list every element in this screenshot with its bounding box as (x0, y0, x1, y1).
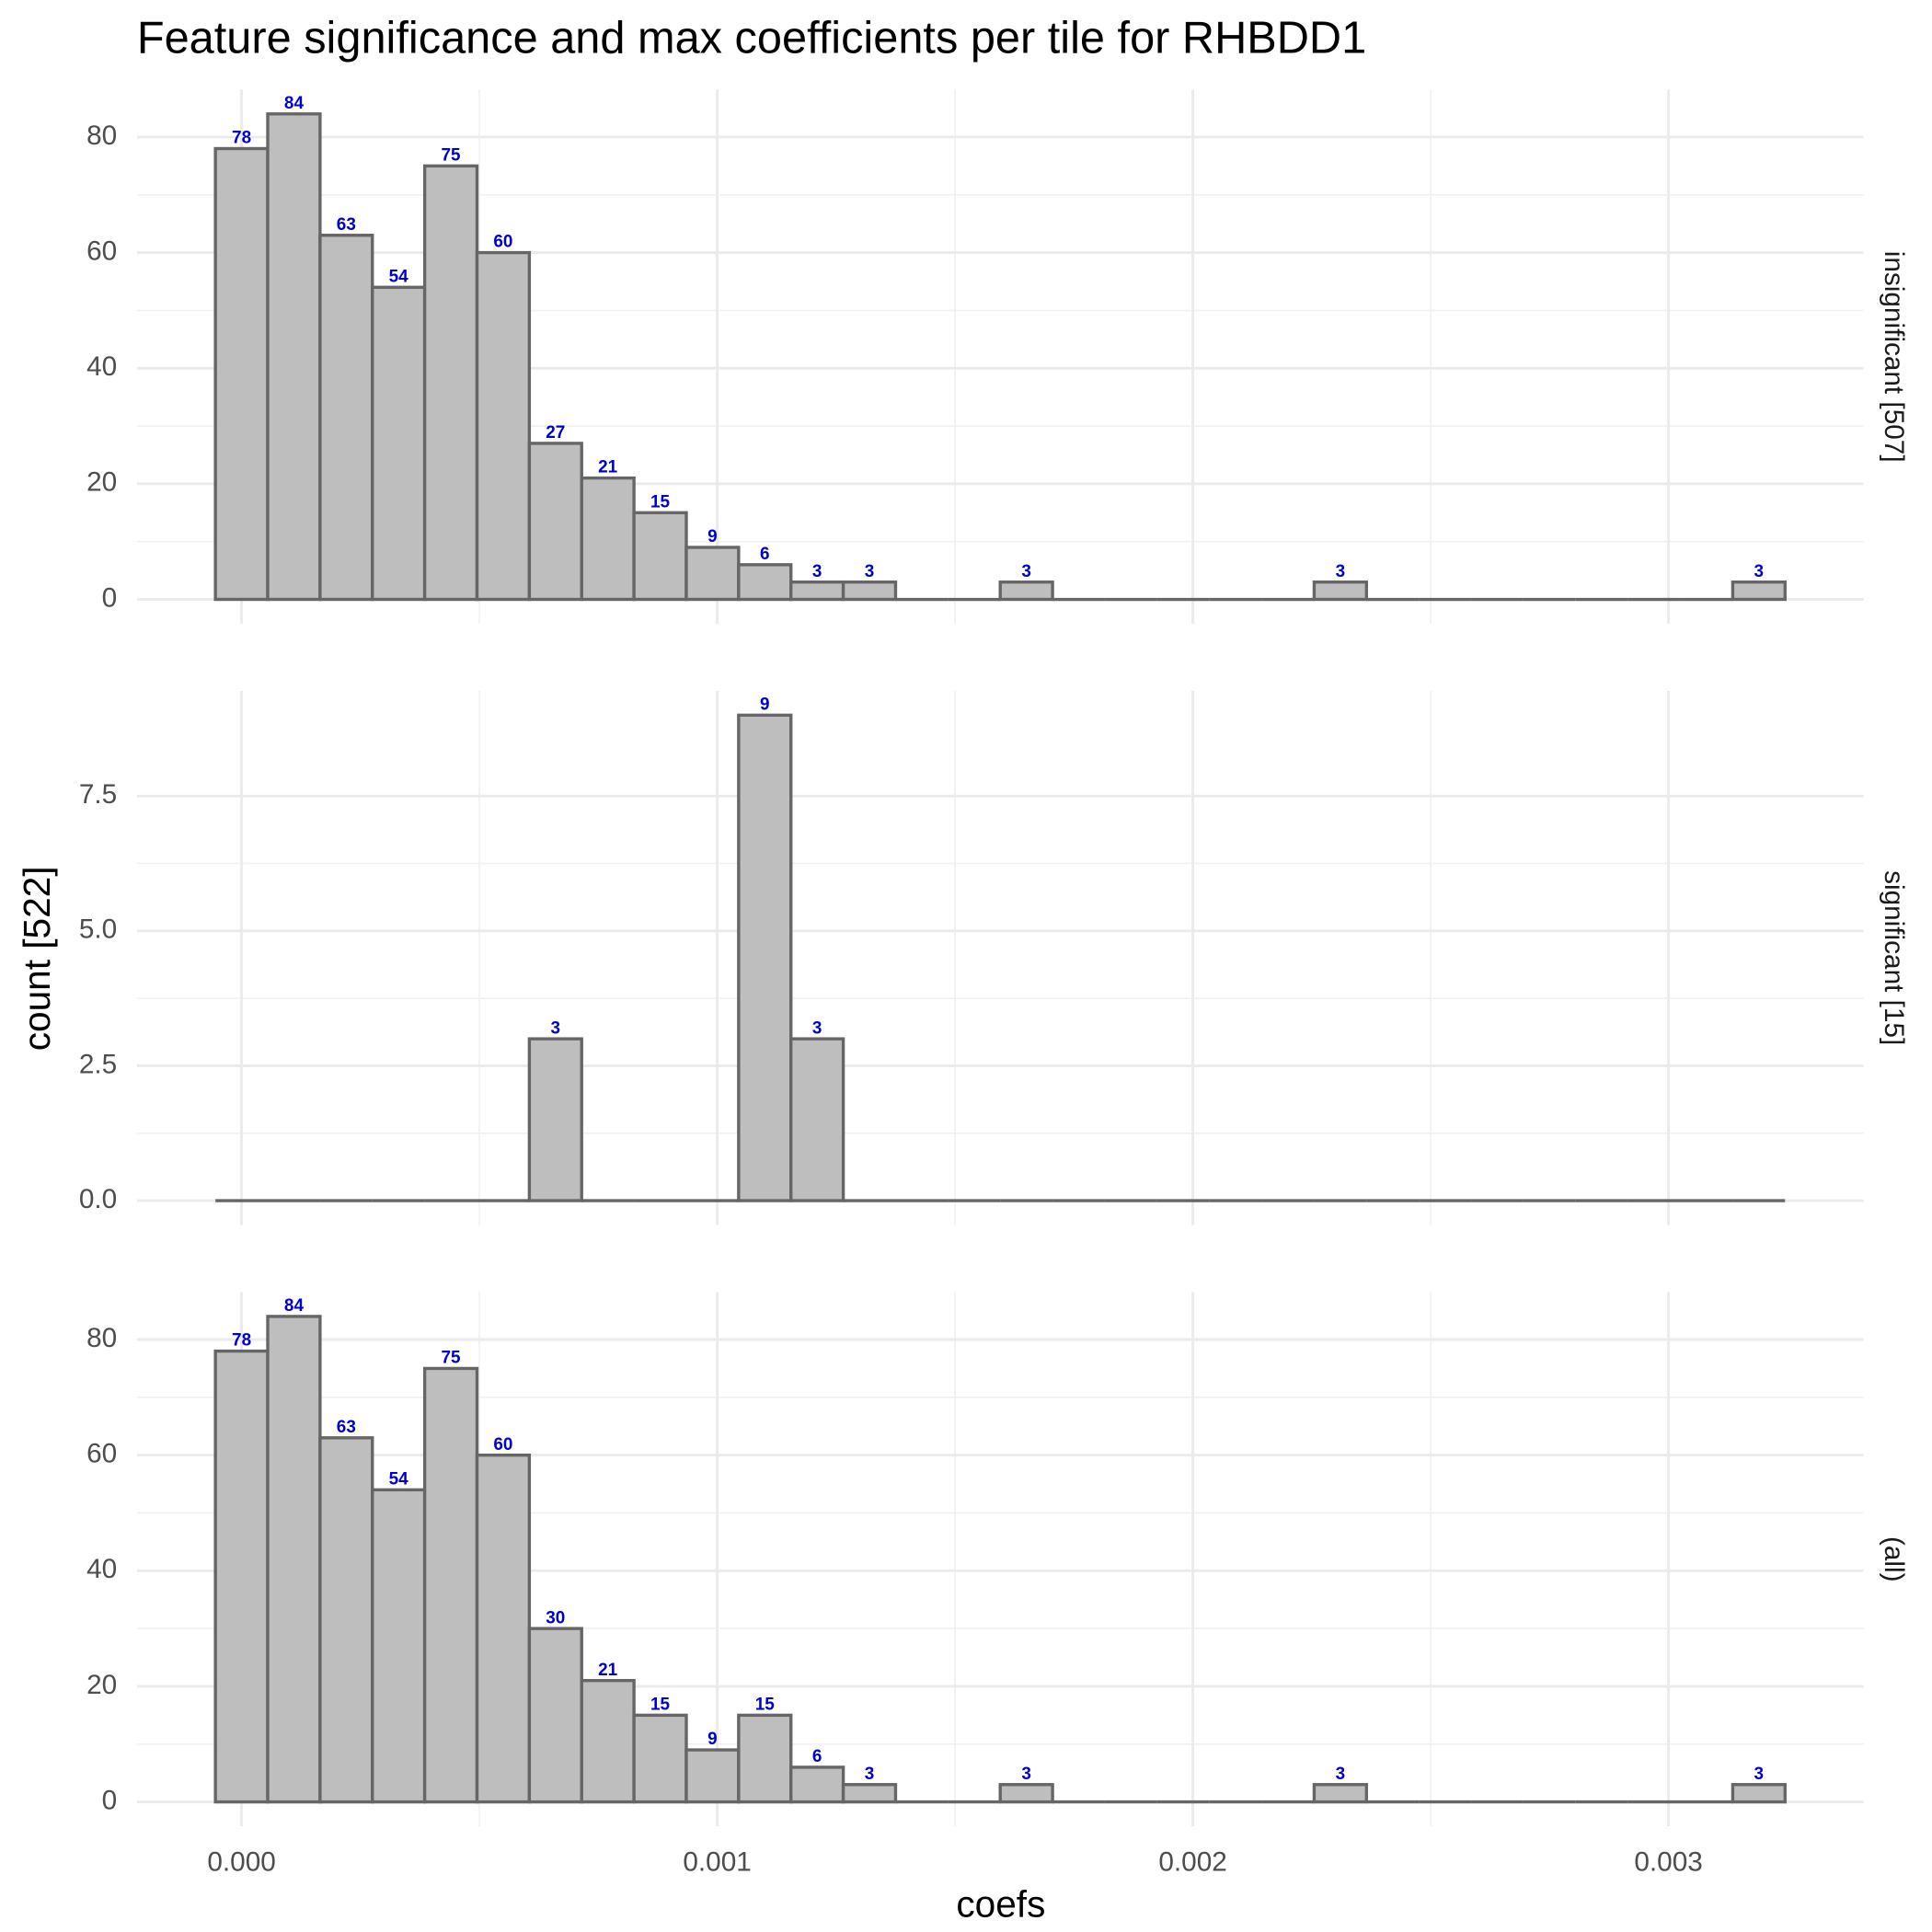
data-label: 15 (650, 1696, 670, 1715)
x-tick-label: 0.000 (207, 1846, 275, 1877)
data-label: 60 (493, 1435, 512, 1455)
data-label: 78 (232, 1331, 251, 1351)
data-label: 3 (1021, 1765, 1031, 1784)
data-label: 6 (812, 1747, 822, 1766)
data-label: 84 (284, 94, 305, 113)
data-label: 3 (865, 562, 875, 581)
bar (1312, 1783, 1368, 1804)
bar (371, 285, 427, 602)
data-label: 3 (812, 1018, 822, 1038)
facet-label: (all) (1879, 1536, 1909, 1582)
data-label: 3 (812, 562, 822, 581)
y-tick-label: 40 (86, 351, 117, 382)
y-tick-label: 20 (86, 467, 117, 498)
data-label: 27 (546, 423, 565, 443)
bar (684, 546, 741, 602)
data-label: 3 (1754, 562, 1765, 581)
facet-label: insignificant [507] (1879, 251, 1909, 463)
facet-label: significant [15] (1879, 870, 1909, 1045)
y-tick-label: 60 (86, 1439, 117, 1469)
data-label: 9 (707, 527, 718, 546)
data-label: 54 (389, 267, 409, 286)
data-label: 3 (1754, 1765, 1765, 1784)
bar (998, 1783, 1054, 1804)
bar (684, 1748, 741, 1804)
bar (475, 1453, 532, 1804)
y-axis-title: count [522] (16, 866, 58, 1051)
y-tick-label: 2.5 (79, 1049, 117, 1079)
bar (475, 250, 532, 602)
bar (266, 1315, 322, 1804)
bar (580, 1678, 636, 1804)
data-label: 30 (546, 1608, 565, 1627)
bar (213, 146, 270, 602)
data-label: 3 (1021, 562, 1031, 581)
data-label: 9 (707, 1730, 718, 1749)
data-label: 78 (232, 129, 251, 148)
x-axis-title: coefs (956, 1883, 1045, 1926)
y-tick-label: 60 (86, 236, 117, 266)
bar (527, 442, 583, 602)
bar (213, 1349, 270, 1804)
bar (632, 511, 688, 602)
bar (422, 164, 479, 602)
data-label: 9 (760, 696, 770, 715)
data-label: 21 (598, 1661, 617, 1680)
data-label: 54 (389, 1470, 409, 1489)
bar (998, 580, 1054, 602)
data-label: 6 (760, 545, 770, 564)
chart-title: Feature significance and max coefficient… (137, 14, 1366, 63)
bar (318, 234, 374, 602)
bar (527, 1037, 583, 1202)
data-label: 63 (337, 1418, 356, 1437)
x-tick-label: 0.002 (1158, 1846, 1226, 1877)
bar (737, 563, 793, 602)
y-tick-label: 80 (86, 1323, 117, 1353)
data-label: 21 (598, 458, 617, 477)
y-tick-label: 7.5 (79, 779, 117, 810)
y-tick-label: 0 (102, 1785, 118, 1815)
data-label: 60 (493, 233, 512, 252)
data-label: 75 (442, 1349, 461, 1368)
data-label: 3 (1336, 562, 1346, 581)
data-label: 15 (755, 1696, 775, 1715)
data-label: 63 (337, 215, 356, 235)
data-label: 3 (1336, 1765, 1346, 1784)
bar (318, 1436, 374, 1804)
y-tick-label: 5.0 (79, 914, 117, 945)
x-tick-label: 0.001 (683, 1846, 751, 1877)
bar (841, 580, 898, 602)
y-tick-label: 40 (86, 1554, 117, 1584)
bar (371, 1488, 427, 1804)
bar (580, 476, 636, 602)
bar (1731, 1783, 1787, 1804)
bar (266, 112, 322, 602)
data-label: 15 (650, 492, 670, 512)
bar (527, 1627, 583, 1804)
bar (841, 1783, 898, 1804)
bar (1731, 580, 1787, 602)
x-tick-label: 0.003 (1634, 1846, 1702, 1877)
data-label: 84 (284, 1296, 305, 1316)
bar (737, 713, 793, 1202)
bar (632, 1713, 688, 1804)
data-label: 75 (442, 146, 461, 166)
bar (422, 1366, 479, 1804)
bar (737, 1713, 793, 1804)
bar (789, 1765, 845, 1804)
bar (789, 580, 845, 602)
bar (789, 1037, 845, 1202)
y-tick-label: 0 (102, 582, 118, 613)
y-tick-label: 80 (86, 121, 117, 151)
bar (1312, 580, 1368, 602)
y-tick-label: 0.0 (79, 1184, 117, 1214)
y-tick-label: 20 (86, 1670, 117, 1700)
data-label: 3 (865, 1765, 875, 1784)
data-label: 3 (551, 1018, 561, 1038)
